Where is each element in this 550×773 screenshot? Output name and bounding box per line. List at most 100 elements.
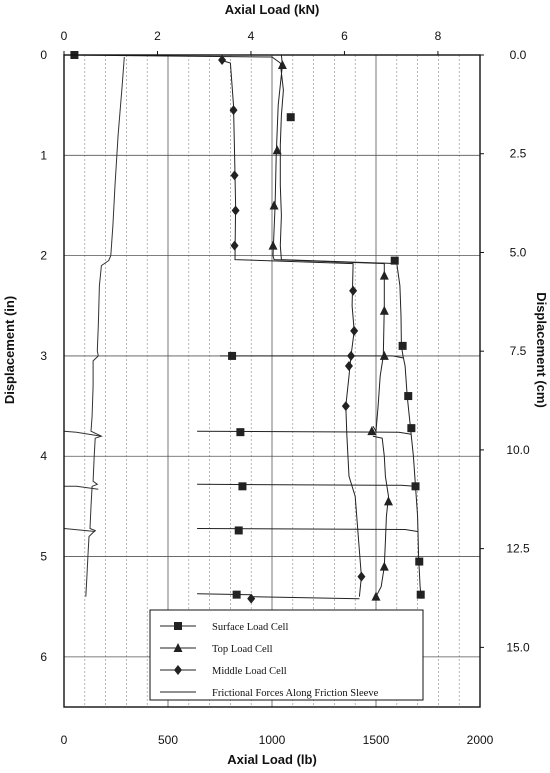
bottom-axis-title: Axial Load (lb) (227, 752, 317, 767)
plot-border (63, 54, 481, 708)
square-marker (286, 113, 295, 122)
right-tick-label: 0.0 (510, 48, 527, 62)
triangle-marker (269, 200, 279, 210)
square-marker (390, 256, 399, 265)
top-tick-label: 8 (435, 29, 442, 43)
triangle-marker (173, 643, 183, 652)
diamond-marker (231, 205, 240, 216)
bottom-tick-label: 500 (158, 733, 178, 747)
triangle-marker (268, 240, 278, 250)
bottom-tick-label: 1000 (259, 733, 286, 747)
tick-labels: 0 2 4 6 8 0 500 1000 1500 2000 0 1 2 3 4 5 6 0.0 2.5 5.0 7.5… (40, 29, 530, 747)
square-marker (416, 590, 425, 599)
series-line (197, 528, 418, 532)
data-series (63, 51, 425, 604)
bottom-tick-label: 2000 (467, 733, 494, 747)
triangle-marker (371, 591, 381, 601)
diamond-marker (349, 285, 358, 296)
left-tick-label: 1 (40, 148, 47, 162)
right-tick-label: 7.5 (510, 344, 527, 358)
series-line (85, 56, 125, 597)
triangle-marker (383, 496, 393, 506)
triangle-marker (272, 145, 282, 155)
legend-item: Middle Load Cell (160, 665, 287, 677)
series-line (197, 430, 412, 435)
legend-item: Top Load Cell (160, 643, 273, 655)
top-tick-label: 2 (154, 29, 161, 43)
series-middle-load-cell (218, 55, 366, 604)
right-tick-label: 10.0 (506, 443, 530, 457)
diamond-marker (350, 325, 359, 336)
diamond-marker (218, 55, 227, 66)
legend-label: Surface Load Cell (212, 622, 288, 633)
series-line (251, 596, 360, 600)
diamond-marker (230, 170, 239, 181)
grid (63, 54, 481, 707)
left-tick-label: 5 (40, 550, 47, 564)
legend-item: Frictional Forces Along Friction Sleeve (160, 688, 379, 699)
right-tick-label: 5.0 (510, 245, 527, 259)
legend-box (149, 609, 424, 701)
left-tick-label: 3 (40, 349, 47, 363)
series-line (197, 593, 252, 596)
left-tick-label: 6 (40, 650, 47, 664)
series-line (70, 54, 422, 599)
diamond-marker (174, 665, 182, 675)
triangle-marker (379, 561, 389, 571)
bottom-tick-label: 0 (61, 733, 68, 747)
bottom-tick-label: 1500 (363, 733, 390, 747)
series-line (220, 355, 404, 359)
triangle-marker (379, 350, 389, 360)
plot-frame (63, 54, 481, 708)
series-line (64, 485, 99, 490)
diamond-marker (230, 240, 239, 251)
right-tick-label: 15.0 (506, 640, 530, 654)
triangle-marker (277, 60, 287, 70)
square-marker (238, 482, 247, 491)
series-line (63, 430, 102, 437)
series-line (219, 59, 362, 597)
top-tick-label: 0 (61, 29, 68, 43)
diamond-marker (357, 571, 366, 582)
triangle-marker (379, 305, 389, 315)
series-top-load-cell (268, 54, 393, 601)
left-tick-label: 2 (40, 249, 47, 263)
top-tick-label: 4 (248, 29, 255, 43)
square-marker (232, 590, 241, 599)
square-marker (174, 622, 182, 630)
diamond-marker (344, 360, 353, 371)
square-marker (228, 351, 237, 360)
left-tick-label: 4 (40, 449, 47, 463)
series-frictional-forces-along-friction-sleeve (63, 56, 125, 597)
top-tick-label: 6 (341, 29, 348, 43)
square-marker (404, 392, 413, 401)
right-tick-label: 12.5 (506, 542, 530, 556)
left-tick-label: 0 (40, 48, 47, 62)
series-line (372, 435, 390, 597)
right-tick-label: 2.5 (510, 147, 527, 161)
square-marker (415, 557, 424, 566)
diamond-marker (229, 105, 238, 116)
series-line (63, 528, 96, 532)
legend-label: Frictional Forces Along Friction Sleeve (212, 688, 379, 699)
legend-label: Top Load Cell (212, 644, 273, 655)
square-marker (398, 341, 407, 350)
triangle-marker (367, 426, 377, 436)
triangle-marker (379, 270, 389, 280)
square-marker (407, 424, 416, 433)
square-marker (411, 482, 420, 491)
series-line (272, 54, 385, 433)
top-axis-title: Axial Load (kN) (225, 2, 320, 17)
legend-item: Surface Load Cell (160, 622, 288, 633)
legend: Surface Load Cell Top Load Cell Middle Loa… (149, 609, 424, 701)
series-line (197, 483, 415, 487)
right-axis-title: Displacement (cm) (534, 292, 549, 408)
left-axis-title: Displacement (in) (2, 296, 17, 404)
diamond-marker (247, 593, 256, 604)
square-marker (236, 428, 245, 437)
diamond-marker (341, 401, 350, 412)
legend-label: Middle Load Cell (212, 666, 287, 677)
square-marker (234, 526, 243, 535)
series-surface-load-cell (70, 51, 425, 599)
